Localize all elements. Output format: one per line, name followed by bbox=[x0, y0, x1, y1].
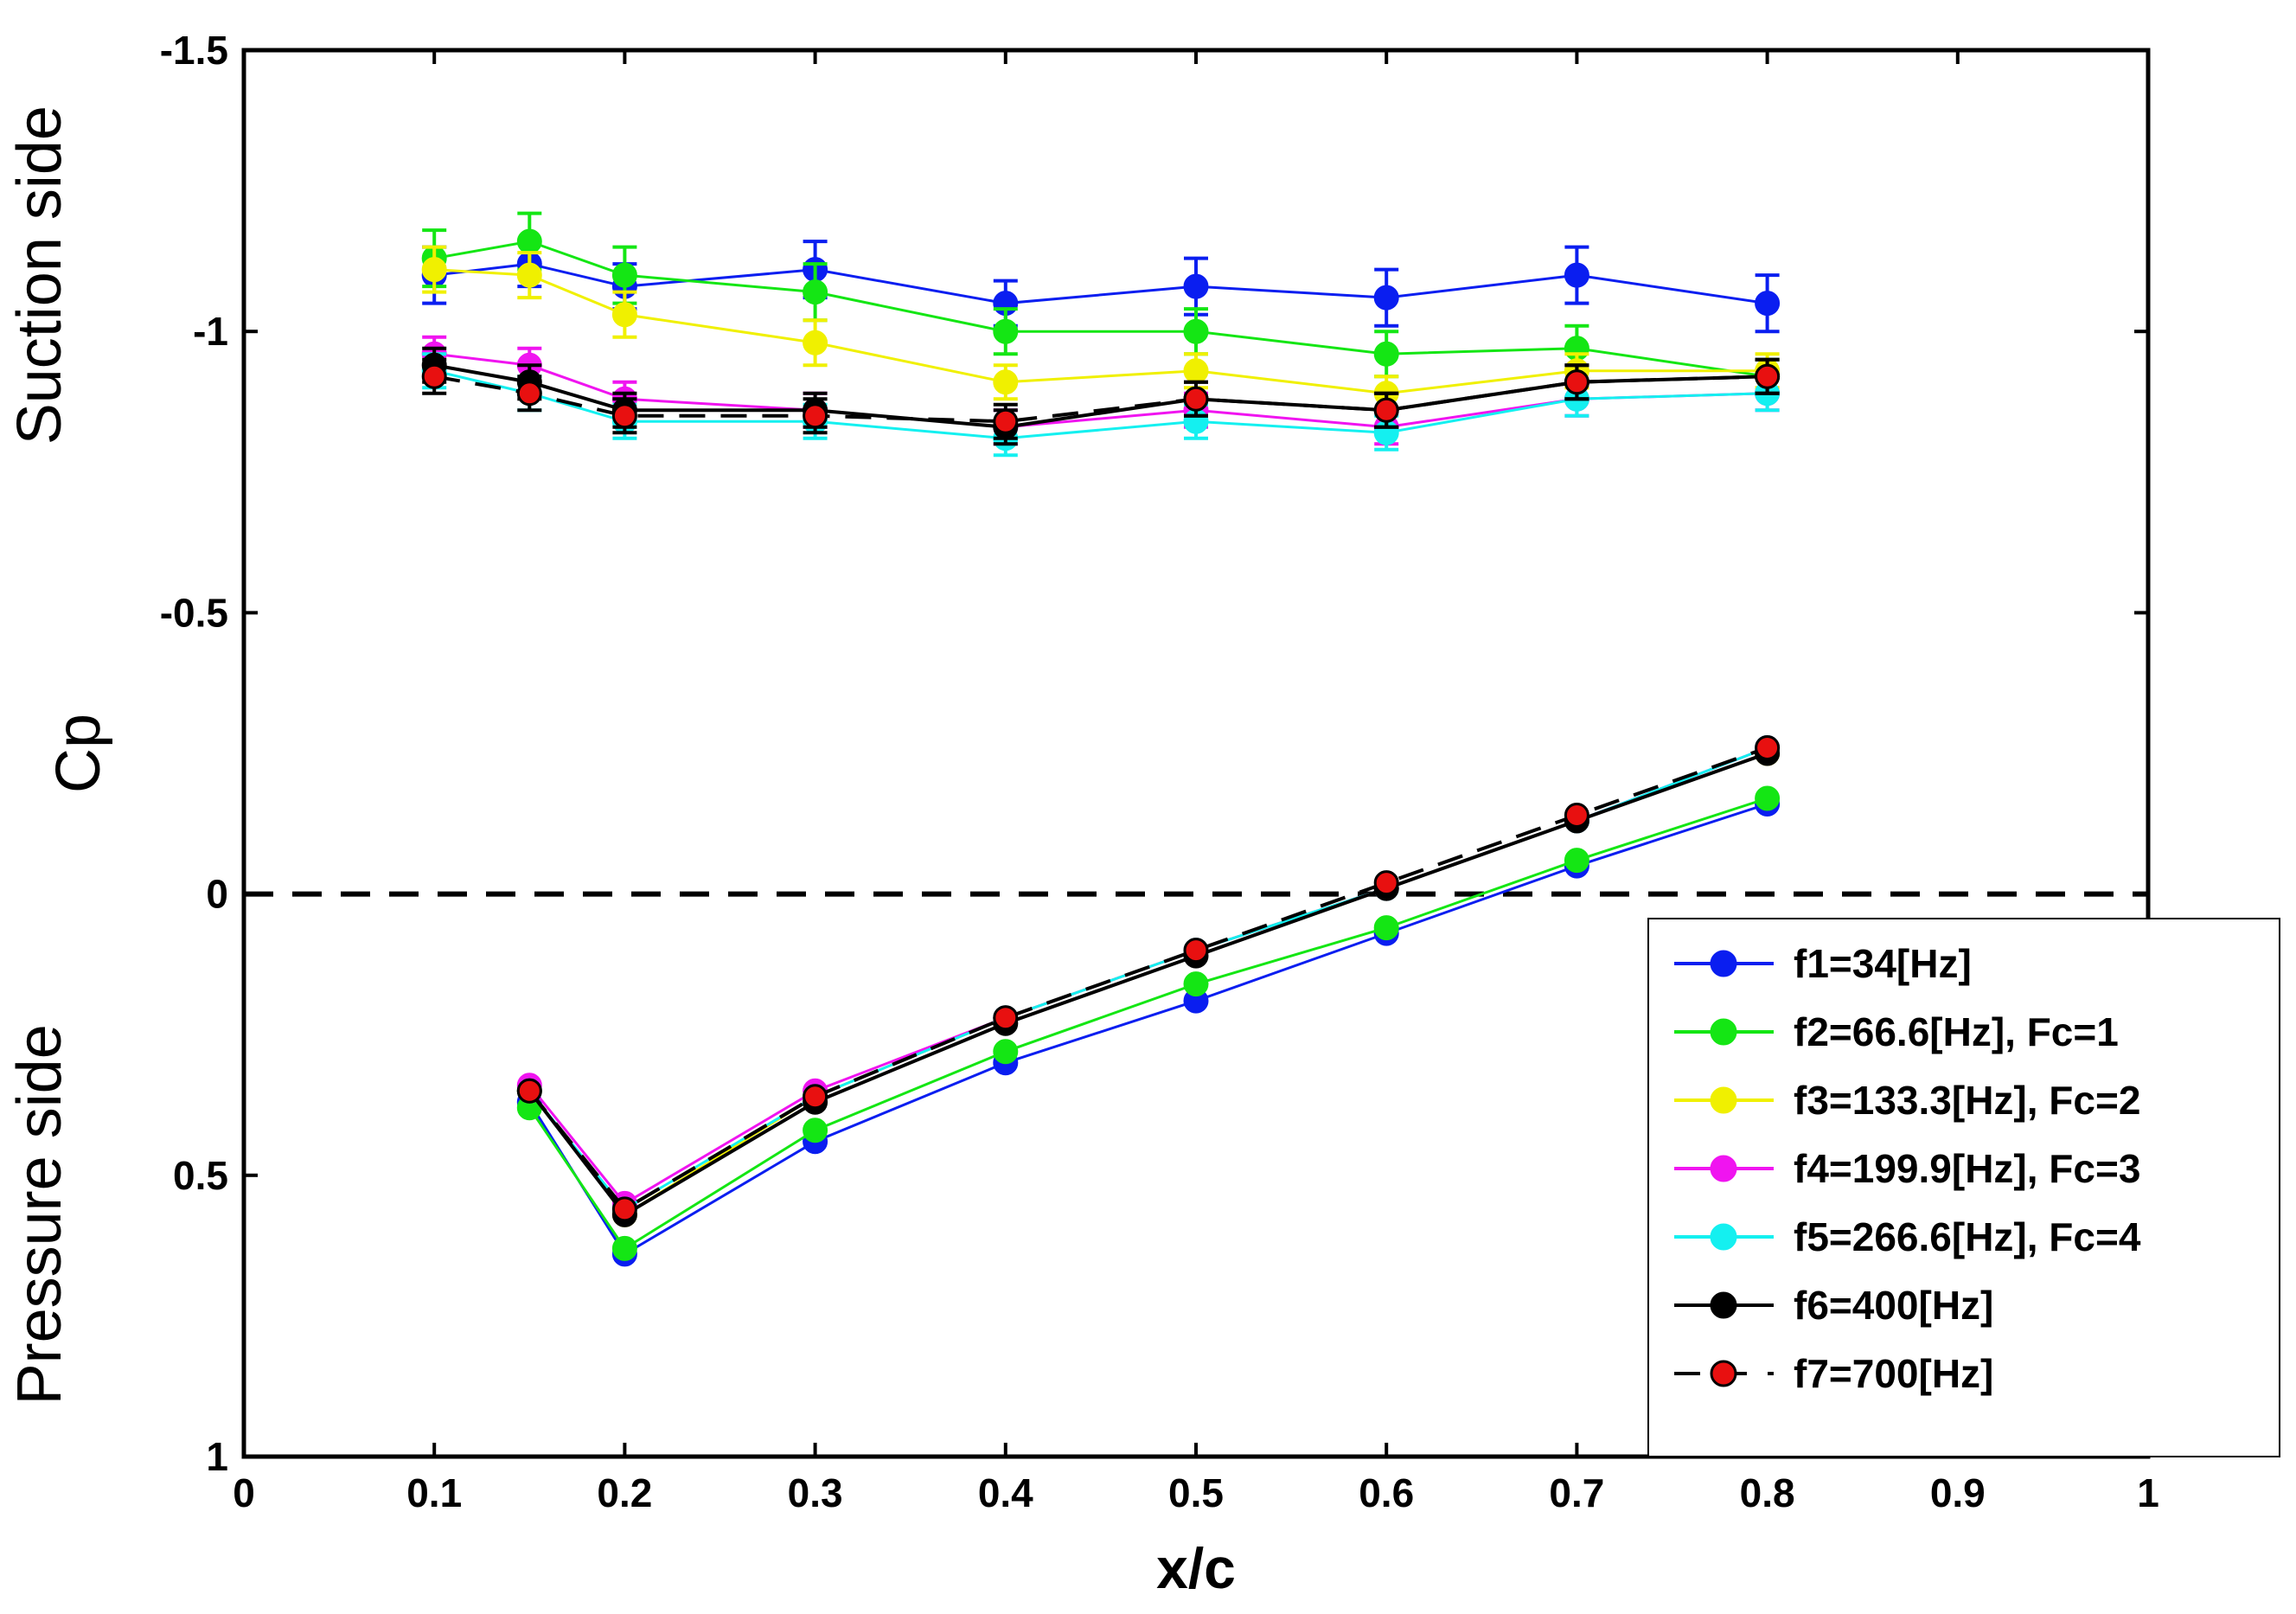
y-axis-title: Cp bbox=[44, 714, 113, 793]
data-point-suction bbox=[1564, 369, 1589, 395]
legend-marker bbox=[1710, 1155, 1737, 1182]
legend-item-1: f1=34[Hz] bbox=[1674, 941, 1972, 986]
legend: f1=34[Hz] f2=66.6[Hz], Fc=1 f3=133.3[Hz], … bbox=[1647, 918, 2280, 1457]
y-tick-label: -0.5 bbox=[160, 590, 228, 635]
y-tick-label: -1 bbox=[193, 309, 228, 354]
y-axis-suction-side-label: Suction side bbox=[5, 106, 74, 445]
data-point-suction bbox=[516, 228, 542, 254]
data-point-pressure bbox=[993, 1039, 1019, 1065]
y-axis-pressure-side-label: Pressure side bbox=[5, 1024, 74, 1405]
legend-item-2: f2=66.6[Hz], Fc=1 bbox=[1674, 1009, 2119, 1054]
x-tick-label: 0.5 bbox=[1168, 1470, 1224, 1515]
axis-ticks: 0 0.1 0.2 0.3 0.4 0.5 0.6 0.7 0.8 0.9 1 -1.5 -1 -0.5 0… bbox=[160, 28, 2159, 1515]
y-tick-label: 1 bbox=[206, 1434, 228, 1479]
y-tick-label: 0 bbox=[206, 872, 228, 917]
x-tick-label: 0.9 bbox=[1930, 1470, 1986, 1515]
legend-item-4: f4=199.9[Hz], Fc=3 bbox=[1674, 1146, 2140, 1191]
x-tick-label: 0.4 bbox=[978, 1470, 1033, 1515]
series-7 bbox=[421, 357, 1781, 1222]
x-tick-label: 1 bbox=[2137, 1470, 2159, 1515]
data-point-pressure bbox=[1183, 938, 1209, 964]
legend-box bbox=[1647, 918, 2280, 1457]
series-pressure-line bbox=[528, 797, 1768, 1251]
legend-label: f2=66.6[Hz], Fc=1 bbox=[1794, 1009, 2119, 1054]
x-tick-label: 0.8 bbox=[1740, 1470, 1795, 1515]
data-point-suction bbox=[803, 330, 828, 355]
legend-marker bbox=[1710, 1360, 1737, 1387]
data-point-suction bbox=[993, 408, 1019, 434]
data-point-pressure bbox=[1755, 734, 1781, 760]
legend-marker bbox=[1710, 1086, 1737, 1114]
x-tick-label: 0.1 bbox=[406, 1470, 462, 1515]
data-point-suction bbox=[421, 363, 447, 389]
legend-marker bbox=[1710, 1291, 1737, 1319]
data-point-suction bbox=[611, 302, 637, 328]
legend-item-7: f7=700[Hz] bbox=[1674, 1351, 1993, 1396]
legend-label: f6=400[Hz] bbox=[1794, 1283, 1993, 1328]
legend-marker bbox=[1710, 1018, 1737, 1046]
legend-item-3: f3=133.3[Hz], Fc=2 bbox=[1674, 1078, 2140, 1123]
data-point-pressure bbox=[1373, 915, 1399, 941]
data-point-suction bbox=[1755, 291, 1781, 317]
legend-label: f1=34[Hz] bbox=[1794, 941, 1972, 986]
data-point-suction bbox=[516, 262, 542, 288]
data-point-suction bbox=[1564, 262, 1589, 288]
data-point-suction bbox=[803, 403, 828, 429]
data-point-suction bbox=[993, 318, 1019, 344]
data-point-suction bbox=[1183, 358, 1209, 384]
plot-area bbox=[244, 211, 2148, 1267]
x-tick-label: 0.3 bbox=[788, 1470, 843, 1515]
data-point-suction bbox=[516, 381, 542, 407]
legend-marker bbox=[1710, 950, 1737, 977]
data-point-pressure bbox=[1755, 785, 1781, 811]
data-point-suction bbox=[1373, 397, 1399, 423]
data-point-suction bbox=[611, 262, 637, 288]
data-point-pressure bbox=[803, 1118, 828, 1143]
data-point-suction bbox=[421, 257, 447, 283]
x-tick-label: 0.2 bbox=[597, 1470, 652, 1515]
data-point-pressure bbox=[611, 1196, 637, 1222]
x-tick-label: 0.7 bbox=[1549, 1470, 1604, 1515]
legend-marker bbox=[1710, 1223, 1737, 1251]
data-point-suction bbox=[1183, 273, 1209, 299]
data-point-pressure bbox=[993, 1005, 1019, 1031]
data-point-pressure bbox=[1564, 848, 1589, 874]
data-point-suction bbox=[1373, 285, 1399, 311]
series-pressure-line bbox=[528, 803, 1768, 1256]
x-axis-title: x/c bbox=[1156, 1536, 1236, 1600]
data-point-suction bbox=[803, 279, 828, 305]
data-point-suction bbox=[611, 403, 637, 429]
legend-label: f3=133.3[Hz], Fc=2 bbox=[1794, 1078, 2140, 1123]
legend-label: f4=199.9[Hz], Fc=3 bbox=[1794, 1146, 2140, 1191]
x-tick-label: 0.6 bbox=[1359, 1470, 1414, 1515]
series-pressure-line bbox=[528, 746, 1768, 1212]
data-point-pressure bbox=[1564, 803, 1589, 829]
series-pressure-line bbox=[528, 752, 1768, 1217]
x-tick-label: 0 bbox=[233, 1470, 255, 1515]
series-suction-line bbox=[433, 375, 1768, 424]
data-point-suction bbox=[1183, 318, 1209, 344]
data-point-suction bbox=[993, 369, 1019, 395]
y-tick-label: 0.5 bbox=[173, 1153, 228, 1198]
legend-item-5: f5=266.6[Hz], Fc=4 bbox=[1674, 1214, 2141, 1259]
data-point-pressure bbox=[1183, 971, 1209, 997]
data-point-pressure bbox=[516, 1078, 542, 1104]
data-point-suction bbox=[1183, 386, 1209, 412]
legend-item-6: f6=400[Hz] bbox=[1674, 1283, 1993, 1328]
data-point-suction bbox=[1373, 341, 1399, 367]
data-point-pressure bbox=[1373, 870, 1399, 896]
data-point-suction bbox=[1755, 363, 1781, 389]
data-point-pressure bbox=[611, 1235, 637, 1261]
legend-label: f5=266.6[Hz], Fc=4 bbox=[1794, 1214, 2141, 1259]
data-point-pressure bbox=[803, 1084, 828, 1110]
legend-items: f1=34[Hz] f2=66.6[Hz], Fc=1 f3=133.3[Hz], … bbox=[1674, 941, 2141, 1396]
legend-label: f7=700[Hz] bbox=[1794, 1351, 1993, 1396]
y-tick-label: -1.5 bbox=[160, 28, 228, 73]
